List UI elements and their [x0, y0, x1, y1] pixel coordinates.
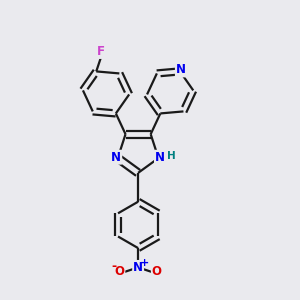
Text: N: N [111, 151, 121, 164]
Text: O: O [152, 266, 162, 278]
Text: -: - [111, 260, 116, 273]
Text: F: F [97, 45, 105, 58]
Text: +: + [140, 258, 149, 268]
Text: O: O [114, 266, 124, 278]
Text: N: N [133, 261, 143, 274]
Text: H: H [167, 151, 175, 161]
Text: N: N [155, 151, 165, 164]
Text: N: N [176, 63, 186, 76]
